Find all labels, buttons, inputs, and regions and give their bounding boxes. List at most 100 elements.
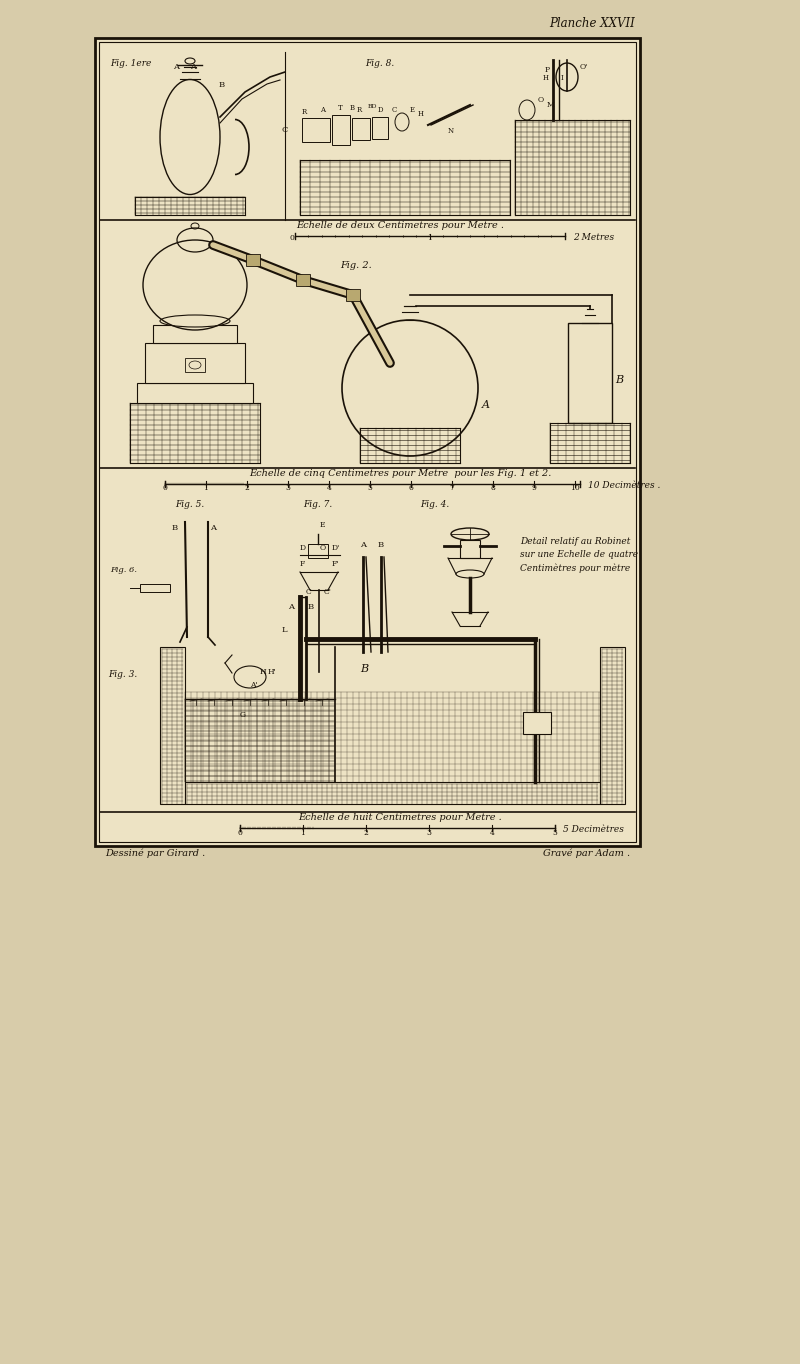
Text: O': O' (580, 63, 588, 71)
Text: N: N (448, 127, 454, 135)
Text: 5: 5 (367, 484, 373, 492)
Text: 5 Decimètres: 5 Decimètres (563, 824, 624, 833)
Bar (185, 782, 600, 803)
Text: C: C (306, 588, 312, 596)
Text: G: G (240, 711, 246, 719)
Text: A': A' (250, 681, 258, 689)
Text: T: T (338, 104, 342, 112)
Text: C: C (282, 125, 288, 134)
Text: B: B (308, 603, 314, 611)
Text: 10 Decimètres .: 10 Decimètres . (588, 480, 660, 490)
Text: 3: 3 (426, 829, 431, 837)
Text: 0: 0 (162, 484, 167, 492)
Text: Dessiné par Girard .: Dessiné par Girard . (105, 848, 206, 858)
Text: A: A (360, 542, 366, 548)
Text: R: R (357, 106, 362, 115)
Text: Gravé par Adam .: Gravé par Adam . (543, 848, 630, 858)
Text: H: H (260, 668, 266, 677)
Text: O: O (538, 95, 544, 104)
Text: Fig. 2.: Fig. 2. (340, 261, 372, 270)
Bar (600, 647, 625, 803)
Text: L: L (282, 626, 288, 634)
Text: F: F (300, 561, 306, 567)
Bar (332, 115, 350, 145)
Bar (246, 254, 260, 266)
Bar (346, 289, 360, 301)
Text: A: A (190, 63, 196, 71)
Text: A: A (482, 400, 490, 411)
Text: 0: 0 (238, 829, 242, 837)
Text: 2: 2 (363, 829, 369, 837)
Text: F': F' (332, 561, 339, 567)
Text: 2 Metres: 2 Metres (573, 232, 614, 241)
Bar (185, 357, 205, 372)
Bar (460, 540, 480, 558)
Text: M: M (547, 101, 554, 109)
Text: A: A (210, 524, 216, 532)
Text: B: B (378, 542, 384, 548)
Text: D: D (378, 106, 383, 115)
Text: 7: 7 (450, 484, 454, 492)
Text: B: B (350, 104, 355, 112)
Bar (296, 274, 310, 286)
Text: B: B (172, 524, 178, 532)
Text: 1: 1 (203, 484, 209, 492)
Text: Detail relatif au Robinet
sur une Echelle de quatre
Centimètres pour mètre: Detail relatif au Robinet sur une Echell… (520, 537, 638, 573)
Text: E: E (320, 521, 326, 529)
Bar (160, 647, 185, 803)
Bar (308, 544, 328, 558)
Text: Fig. 5.: Fig. 5. (175, 501, 205, 509)
Text: Echelle de deux Centimetres pour Metre .: Echelle de deux Centimetres pour Metre . (296, 221, 504, 231)
Text: B: B (615, 375, 623, 385)
Text: 6: 6 (409, 484, 414, 492)
Bar (140, 584, 170, 592)
Bar (153, 325, 237, 342)
Text: A: A (320, 106, 325, 115)
Bar (95, 38, 640, 846)
Text: O: O (320, 544, 326, 552)
Text: Fig. 4.: Fig. 4. (420, 501, 450, 509)
Text: D': D' (332, 544, 340, 552)
Text: D: D (300, 544, 306, 552)
Text: H: H (543, 74, 549, 82)
Text: C': C' (324, 588, 332, 596)
Text: 8: 8 (490, 484, 495, 492)
Text: 0: 0 (290, 235, 294, 241)
Text: Echelle de cinq Centimetres pour Metre  pour les Fig. 1 et 2.: Echelle de cinq Centimetres pour Metre p… (249, 469, 551, 477)
Text: Planche XXVII: Planche XXVII (550, 16, 635, 30)
Bar (352, 119, 370, 140)
Text: B: B (219, 80, 225, 89)
Text: 4: 4 (490, 829, 494, 837)
Text: A: A (288, 603, 294, 611)
Text: Fig. 6.: Fig. 6. (110, 566, 137, 574)
Text: I: I (561, 74, 564, 82)
Text: B: B (360, 664, 368, 674)
Text: Fig. 8.: Fig. 8. (365, 59, 394, 68)
Text: E: E (410, 106, 415, 115)
Text: 10: 10 (570, 484, 580, 492)
Bar (568, 323, 612, 423)
Text: A: A (173, 63, 179, 71)
Text: Fig. 3.: Fig. 3. (108, 670, 138, 679)
Text: Echelle de huit Centimetres pour Metre .: Echelle de huit Centimetres pour Metre . (298, 813, 502, 822)
Bar (523, 712, 551, 734)
Text: H: H (418, 110, 424, 119)
Text: 1: 1 (427, 235, 433, 241)
Bar (99, 42, 636, 842)
Text: H': H' (268, 668, 277, 677)
Bar (145, 342, 245, 383)
Text: P: P (545, 65, 550, 74)
Text: BD: BD (368, 104, 378, 109)
Text: 9: 9 (531, 484, 537, 492)
Text: 4: 4 (326, 484, 331, 492)
Text: 2: 2 (245, 484, 250, 492)
Text: 5: 5 (553, 829, 558, 837)
Bar (372, 117, 388, 139)
Text: 3: 3 (286, 484, 290, 492)
Text: R: R (302, 108, 307, 116)
Text: Fig. 7.: Fig. 7. (303, 501, 333, 509)
Ellipse shape (160, 315, 230, 327)
Text: C: C (392, 106, 398, 115)
Bar (137, 383, 253, 402)
Bar (302, 119, 330, 142)
